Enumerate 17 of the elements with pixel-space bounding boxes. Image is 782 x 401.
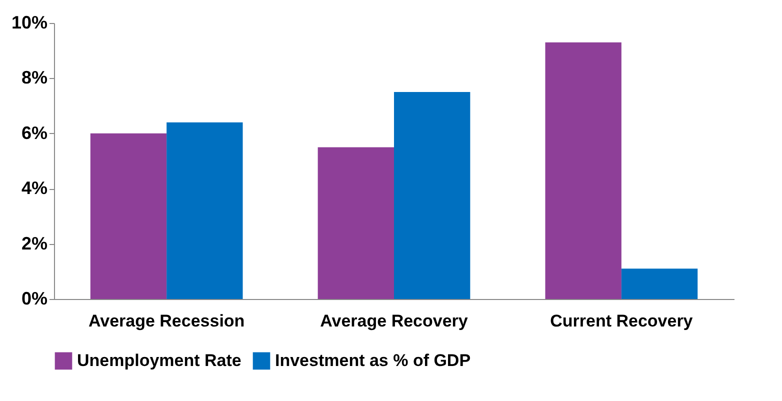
bar: [166, 122, 243, 299]
x-tick-label: Average Recovery: [320, 312, 468, 330]
bar: [545, 42, 622, 299]
legend-label: Unemployment Rate: [77, 350, 242, 370]
bar: [318, 147, 394, 299]
y-tick-label: 2%: [21, 233, 48, 254]
y-tick-label: 6%: [21, 122, 48, 143]
y-tick-label: 10%: [11, 12, 48, 32]
x-tick-label: Current Recovery: [550, 312, 694, 330]
y-tick-label: 8%: [21, 68, 48, 88]
y-tick-label: 4%: [21, 178, 48, 198]
x-tick-label: Average Recession: [88, 312, 245, 330]
y-tick-label: 0%: [21, 288, 48, 308]
bar: [90, 133, 167, 299]
bar: [621, 268, 698, 299]
legend-label: Investment as % of GDP: [275, 350, 471, 370]
bar: [394, 92, 470, 299]
